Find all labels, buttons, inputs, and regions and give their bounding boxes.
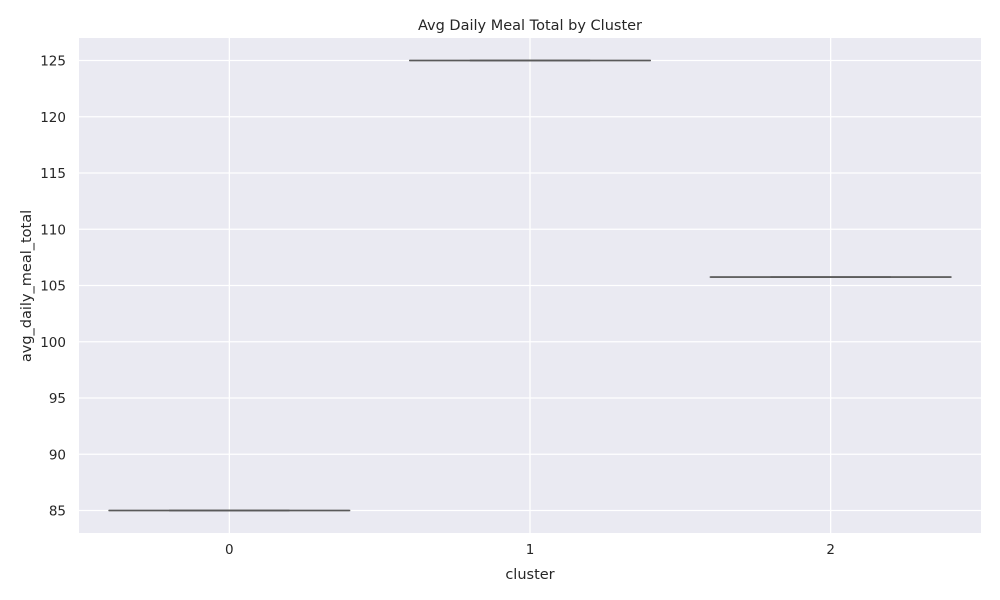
chart-title: Avg Daily Meal Total by Cluster [418, 18, 642, 34]
y-tick-label: 110 [40, 222, 66, 238]
grid-lines [79, 38, 981, 533]
y-tick-label: 105 [40, 279, 66, 295]
x-tick-labels: 0 1 2 [225, 542, 835, 558]
y-tick-label: 95 [49, 391, 66, 407]
y-tick-label: 120 [40, 110, 66, 126]
x-tick-label: 0 [225, 542, 234, 558]
y-tick-label: 85 [49, 504, 66, 520]
y-tick-label: 115 [40, 166, 66, 182]
box-plot-marks [108, 59, 952, 512]
y-tick-label: 90 [49, 447, 66, 463]
y-axis-label: avg_daily_meal_total [19, 210, 35, 362]
y-tick-label: 100 [40, 335, 66, 351]
x-axis-label: cluster [505, 567, 554, 583]
x-tick-label: 2 [826, 542, 835, 558]
y-tick-labels: 85 90 95 100 105 110 115 120 125 [40, 54, 66, 520]
x-tick-label: 1 [526, 542, 535, 558]
y-tick-label: 125 [40, 54, 66, 70]
